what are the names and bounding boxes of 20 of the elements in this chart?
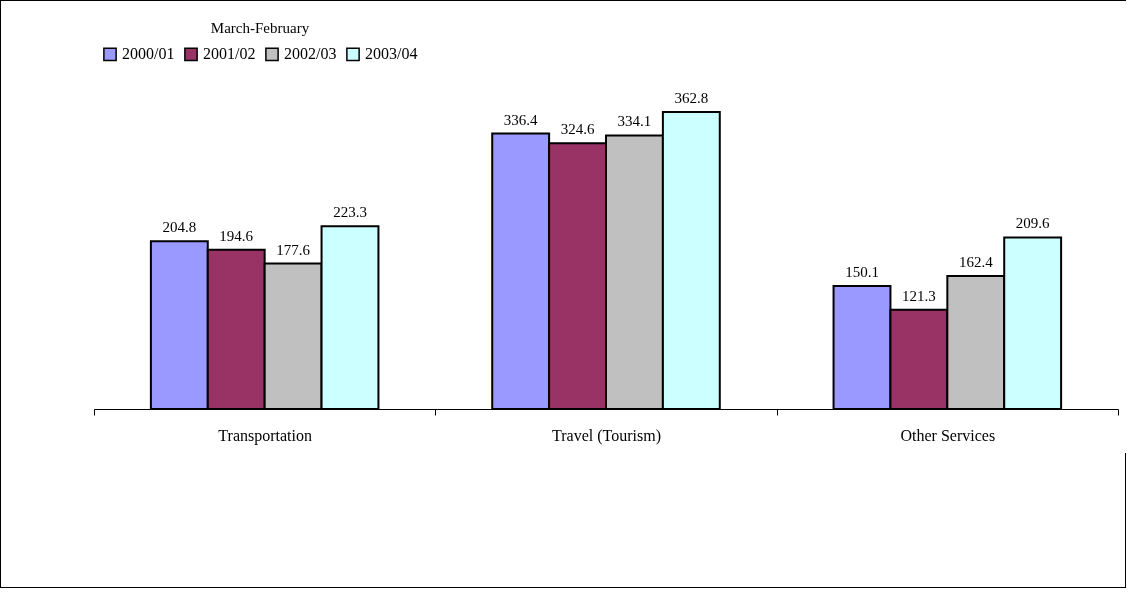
data-label: 209.6 bbox=[1015, 215, 1051, 232]
x-tick-label: Travel (Tourism) bbox=[552, 426, 661, 445]
data-label: 121.3 bbox=[902, 287, 936, 304]
data-label: 336.4 bbox=[503, 111, 539, 128]
data-label: 150.1 bbox=[845, 264, 879, 281]
data-label: 362.8 bbox=[674, 90, 709, 106]
data-label: 223.3 bbox=[333, 204, 367, 221]
legend-label: 2003/04 bbox=[365, 45, 418, 63]
x-tick-label: Other Services bbox=[900, 426, 996, 444]
legend-label: 2000/01 bbox=[122, 45, 175, 63]
data-label: 334.1 bbox=[617, 113, 652, 130]
data-label: 194.6 bbox=[219, 227, 254, 244]
legend-label: 2002/03 bbox=[284, 45, 337, 63]
data-label: 204.8 bbox=[162, 219, 197, 236]
legend-label: 2001/02 bbox=[203, 45, 256, 63]
data-label: 162.4 bbox=[958, 254, 994, 271]
x-tick-label: Transportation bbox=[218, 426, 312, 445]
data-label: 324.6 bbox=[560, 121, 595, 138]
data-label: 177.6 bbox=[276, 241, 311, 258]
legend-title: March-February bbox=[210, 20, 310, 36]
